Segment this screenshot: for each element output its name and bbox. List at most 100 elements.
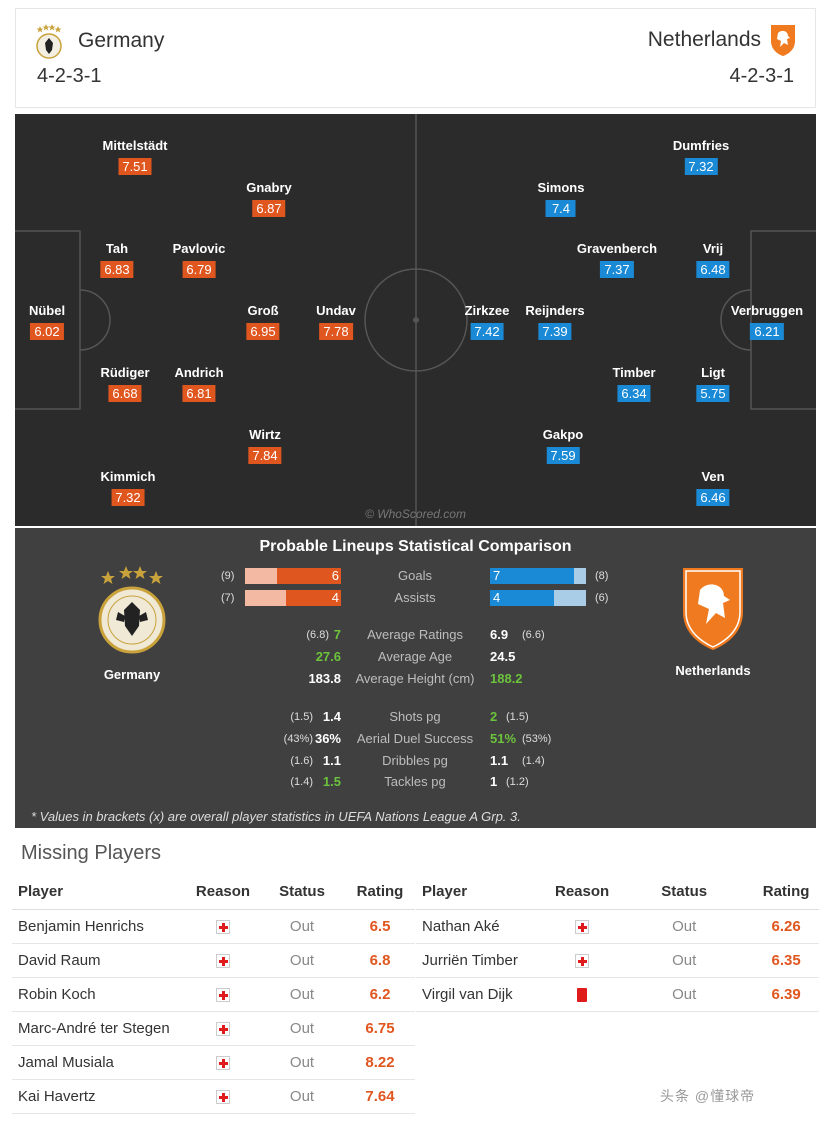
missing-player-row[interactable]: Virgil van Dijk Out 6.39 [416,977,819,1012]
player-rating: 6.21 [750,323,784,340]
home-overall-value: (7) [221,592,235,604]
away-player[interactable]: Vrij 6.48 [696,241,730,279]
col-player[interactable]: Player [12,875,187,910]
missing-player-row[interactable]: Kai Havertz Out 7.64 [12,1079,415,1114]
home-value: 4 [331,590,339,605]
missing-player-row[interactable]: Benjamin Henrichs Out 6.5 [12,909,415,944]
away-player[interactable]: Gravenberch 7.37 [577,241,657,279]
player-name[interactable]: Kai Havertz [12,1079,187,1114]
home-player[interactable]: Groß 6.95 [246,303,280,341]
away-team-header[interactable]: Netherlands [648,23,797,57]
home-team-name: Germany [103,667,161,682]
player-name: Pavlovic [172,241,226,256]
away-value: 6.9 [490,627,509,642]
missing-player-row[interactable]: Robin Koch Out 6.2 [12,977,415,1012]
home-player[interactable]: Tah 6.83 [100,241,134,279]
home-player[interactable]: Andrich 6.81 [174,365,224,403]
away-value: 1.1 [490,753,509,768]
home-player[interactable]: Mittelstädt 7.51 [103,138,168,176]
home-team-block[interactable]: Germany [77,564,187,682]
reason-cell[interactable] [549,909,616,944]
col-status[interactable]: Status [259,875,345,910]
home-team-header[interactable]: Germany [34,23,164,59]
player-rating: 6.46 [696,489,730,506]
player-name: Mittelstädt [102,138,168,153]
reason-cell[interactable] [187,943,259,978]
player-name[interactable]: Nathan Aké [416,909,549,944]
missing-player-row[interactable]: David Raum Out 6.8 [12,943,415,978]
home-player[interactable]: Pavlovic 6.79 [172,241,226,279]
red-card-icon [577,987,588,1002]
away-player[interactable]: Dumfries 7.32 [673,138,729,176]
home-overall-value: (9) [221,570,235,582]
missing-player-row[interactable]: Jurriën Timber Out 6.35 [416,943,819,978]
player-name[interactable]: Robin Koch [12,977,187,1012]
stat-label: Assists [394,590,436,605]
reason-cell[interactable] [549,943,616,978]
reason-cell[interactable] [187,977,259,1012]
player-name: Reijnders [525,303,585,318]
away-player[interactable]: Reijnders 7.39 [525,303,585,341]
reason-cell[interactable] [187,909,259,944]
away-player[interactable]: Ven 6.46 [696,469,730,507]
player-name[interactable]: Virgil van Dijk [416,977,549,1012]
germany-crest-icon [98,566,166,654]
away-player[interactable]: Timber 6.34 [612,365,656,403]
player-rating: 7.37 [600,261,634,278]
home-player[interactable]: Rüdiger 6.68 [100,365,150,403]
home-missing-table: Player Reason Status Rating Benjamin Hen… [12,875,415,1114]
home-overall-value: (43%) [283,733,313,745]
missing-player-row[interactable]: Marc-André ter Stegen Out 6.75 [12,1011,415,1046]
injury-icon [216,953,230,968]
col-player[interactable]: Player [416,875,549,910]
pitch-markings [15,114,816,526]
home-player[interactable]: Nübel 6.02 [29,303,65,341]
team-header: Germany 4-2-3-1 Netherlands 4-2-3-1 [15,8,816,108]
stat-label: Shots pg [389,709,441,724]
away-player[interactable]: Simons 7.4 [538,180,584,218]
col-rating[interactable]: Rating [753,875,819,910]
player-rating: 7.51 [118,158,152,175]
status-cell: Out [615,977,754,1012]
player-rating: 6.95 [246,323,280,340]
player-name[interactable]: David Raum [12,943,187,978]
player-rating: 6.34 [617,385,651,402]
away-team-block[interactable]: Netherlands [658,564,768,678]
player-name[interactable]: Marc-André ter Stegen [12,1011,187,1046]
col-status[interactable]: Status [615,875,754,910]
away-value: 188.2 [490,671,523,686]
rating-cell: 6.26 [753,909,819,944]
netherlands-crest-icon [683,568,743,650]
col-rating[interactable]: Rating [345,875,415,910]
away-player[interactable]: Verbruggen 6.21 [731,303,803,341]
home-player[interactable]: Kimmich 7.32 [101,469,155,507]
reason-cell[interactable] [187,1079,259,1114]
home-overall-value: (1.4) [290,776,313,788]
player-name[interactable]: Jamal Musiala [12,1045,187,1080]
reason-cell[interactable] [187,1045,259,1080]
missing-player-row[interactable]: Nathan Aké Out 6.26 [416,909,819,944]
home-player[interactable]: Undav 7.78 [316,303,356,341]
home-player[interactable]: Gnabry 6.87 [246,180,292,218]
missing-player-row[interactable]: Jamal Musiala Out 8.22 [12,1045,415,1080]
player-name[interactable]: Jurriën Timber [416,943,549,978]
stats-footnote: * Values in brackets (x) are overall pla… [31,809,521,824]
player-name: Nübel [28,303,66,318]
missing-players-title: Missing Players [21,842,162,864]
rating-cell: 6.39 [753,977,819,1012]
home-value: 27.6 [315,649,341,664]
player-name[interactable]: Benjamin Henrichs [12,909,187,944]
rating-cell: 6.5 [345,909,415,944]
away-overall-value: (53%) [522,733,552,745]
home-player[interactable]: Wirtz 7.84 [248,427,282,465]
reason-cell[interactable] [187,1011,259,1046]
stats-comparison-panel: Probable Lineups Statistical Comparison … [15,528,816,828]
col-reason[interactable]: Reason [549,875,616,910]
home-value: 1.4 [322,709,341,724]
away-player[interactable]: Gakpo 7.59 [543,427,583,465]
col-reason[interactable]: Reason [187,875,259,910]
away-player[interactable]: Zirkzee 7.42 [465,303,509,341]
away-player[interactable]: Ligt 5.75 [696,365,730,403]
reason-cell[interactable] [549,977,616,1012]
player-name: Andrich [174,365,224,380]
